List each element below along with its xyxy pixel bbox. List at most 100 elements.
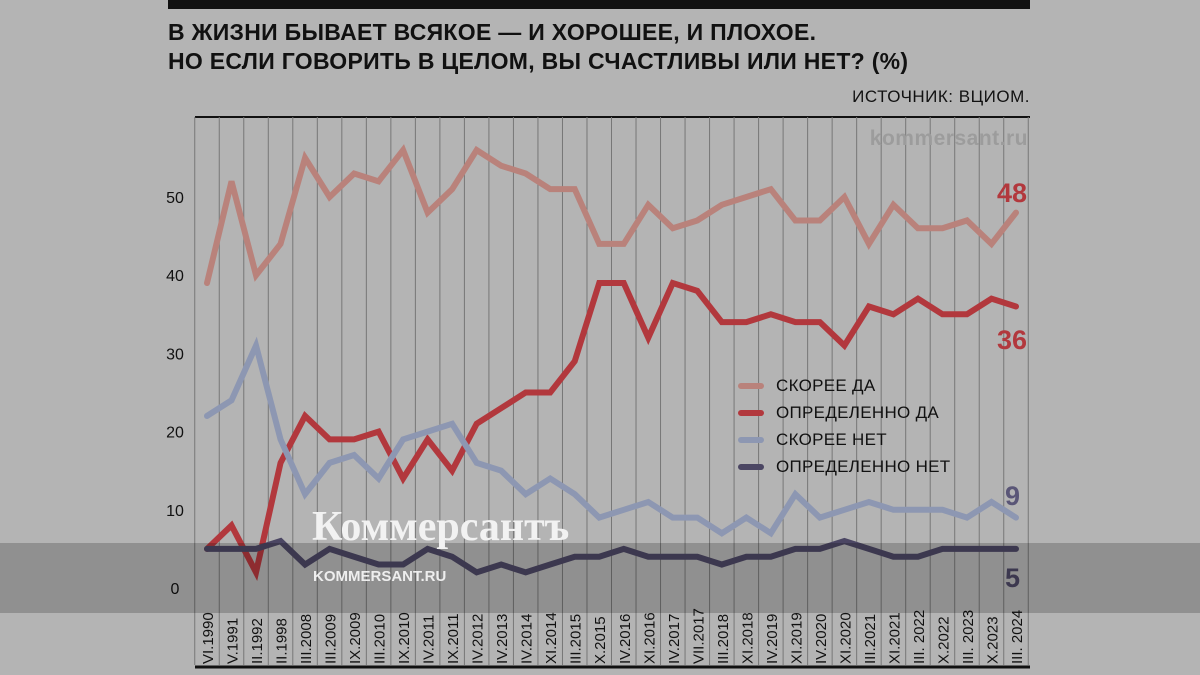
data-point bbox=[500, 165, 502, 167]
data-point bbox=[598, 243, 600, 245]
data-point bbox=[966, 219, 968, 221]
data-point bbox=[819, 548, 821, 550]
data-point bbox=[598, 556, 600, 558]
data-point bbox=[280, 462, 282, 464]
data-point bbox=[476, 571, 478, 573]
data-point bbox=[525, 392, 527, 393]
data-point bbox=[892, 509, 894, 511]
y-tick-label: 30 bbox=[166, 346, 184, 363]
data-point bbox=[941, 509, 943, 511]
x-tick-label: IV.2016 bbox=[617, 614, 634, 664]
data-point bbox=[280, 243, 282, 245]
kommersant-site: KOMMERSANT.RU bbox=[313, 568, 447, 585]
data-point bbox=[696, 556, 698, 558]
data-point bbox=[402, 564, 404, 566]
data-point bbox=[304, 564, 306, 566]
data-point bbox=[623, 282, 625, 284]
title-line-1: В ЖИЗНИ БЫВАЕТ ВСЯКОЕ — И ХОРОШЕЕ, И ПЛО… bbox=[168, 19, 817, 45]
x-tick-label: III. 2024 bbox=[1009, 610, 1026, 664]
data-point bbox=[941, 548, 943, 550]
data-point bbox=[696, 290, 698, 292]
legend-label: ОПРЕДЕЛЕННО НЕТ bbox=[776, 456, 951, 476]
data-point bbox=[598, 282, 600, 284]
data-point bbox=[672, 556, 674, 558]
chart-title: В ЖИЗНИ БЫВАЕТ ВСЯКОЕ — И ХОРОШЕЕ, И ПЛО… bbox=[168, 18, 908, 76]
data-point bbox=[329, 462, 331, 464]
data-point bbox=[917, 227, 919, 229]
data-point bbox=[378, 564, 380, 566]
legend-label: ОПРЕДЕЛЕННО ДА bbox=[776, 402, 940, 422]
data-point bbox=[206, 282, 208, 284]
data-point bbox=[598, 517, 600, 519]
data-point bbox=[868, 548, 870, 550]
x-tick-label: XI.2016 bbox=[641, 612, 658, 664]
data-point bbox=[647, 337, 649, 339]
data-point bbox=[231, 399, 233, 401]
data-point bbox=[745, 196, 747, 198]
data-point bbox=[623, 548, 625, 550]
legend-item: ОПРЕДЕЛЕННО ДА bbox=[738, 399, 950, 426]
data-point bbox=[500, 564, 502, 566]
data-point bbox=[794, 321, 796, 323]
data-point bbox=[745, 556, 747, 558]
data-point bbox=[868, 501, 870, 503]
x-tick-label: IX.2009 bbox=[347, 612, 364, 664]
x-tick-label: X.2023 bbox=[984, 616, 1001, 664]
legend-swatch bbox=[738, 409, 764, 416]
x-tick-label: III.2021 bbox=[862, 614, 879, 664]
data-point bbox=[353, 173, 355, 175]
x-tick-label: IX.2011 bbox=[445, 613, 462, 664]
data-point bbox=[990, 501, 992, 503]
data-point bbox=[696, 219, 698, 221]
x-tick-label: IV.2014 bbox=[519, 614, 536, 664]
kommersant-logo: Коммерсантъ bbox=[312, 504, 570, 550]
data-point bbox=[990, 298, 992, 300]
data-point bbox=[647, 556, 649, 558]
x-tick-label: XI.2019 bbox=[788, 612, 805, 664]
data-point bbox=[819, 517, 821, 519]
data-point bbox=[402, 438, 404, 440]
y-tick-label: 50 bbox=[166, 190, 184, 207]
data-point bbox=[990, 243, 992, 245]
data-point bbox=[721, 204, 723, 206]
end-label-skoree-net: 9 bbox=[1005, 481, 1021, 511]
x-tick-label: X.2022 bbox=[935, 616, 952, 664]
data-point bbox=[525, 173, 527, 175]
data-point bbox=[304, 157, 306, 159]
data-point bbox=[1015, 212, 1017, 214]
data-point bbox=[868, 243, 870, 245]
data-point bbox=[255, 571, 257, 573]
data-point bbox=[966, 548, 968, 550]
data-point bbox=[941, 227, 943, 229]
data-point bbox=[843, 196, 845, 198]
data-point bbox=[476, 423, 478, 425]
watermark-band bbox=[0, 543, 1200, 613]
data-point bbox=[451, 188, 453, 190]
x-tick-label: II.1992 bbox=[249, 618, 266, 664]
data-point bbox=[843, 345, 845, 347]
x-tick-label: IV.2012 bbox=[470, 614, 487, 664]
end-label-skoree-da: 48 bbox=[997, 178, 1028, 208]
data-point bbox=[770, 188, 772, 190]
legend-item: СКОРЕЕ ДА bbox=[738, 372, 950, 399]
data-point bbox=[476, 462, 478, 464]
legend-label: СКОРЕЕ ДА bbox=[776, 375, 876, 395]
data-point bbox=[745, 517, 747, 519]
series-line-2 bbox=[204, 336, 1019, 538]
data-point bbox=[549, 564, 551, 566]
data-point bbox=[672, 517, 674, 519]
data-point bbox=[500, 470, 502, 472]
x-tick-label: IV.2019 bbox=[764, 614, 781, 664]
data-point bbox=[892, 204, 894, 206]
data-point bbox=[574, 556, 576, 558]
x-tick-label: III.2018 bbox=[715, 614, 732, 664]
end-label-opredelenno-da: 36 bbox=[997, 325, 1028, 355]
x-tick-label: XI.2014 bbox=[543, 612, 560, 664]
data-point bbox=[770, 556, 772, 558]
data-point bbox=[990, 548, 992, 550]
data-point bbox=[794, 493, 796, 495]
x-tick-label: X.2015 bbox=[592, 616, 609, 664]
data-point bbox=[574, 188, 576, 190]
data-point bbox=[378, 180, 380, 182]
data-point bbox=[892, 556, 894, 558]
